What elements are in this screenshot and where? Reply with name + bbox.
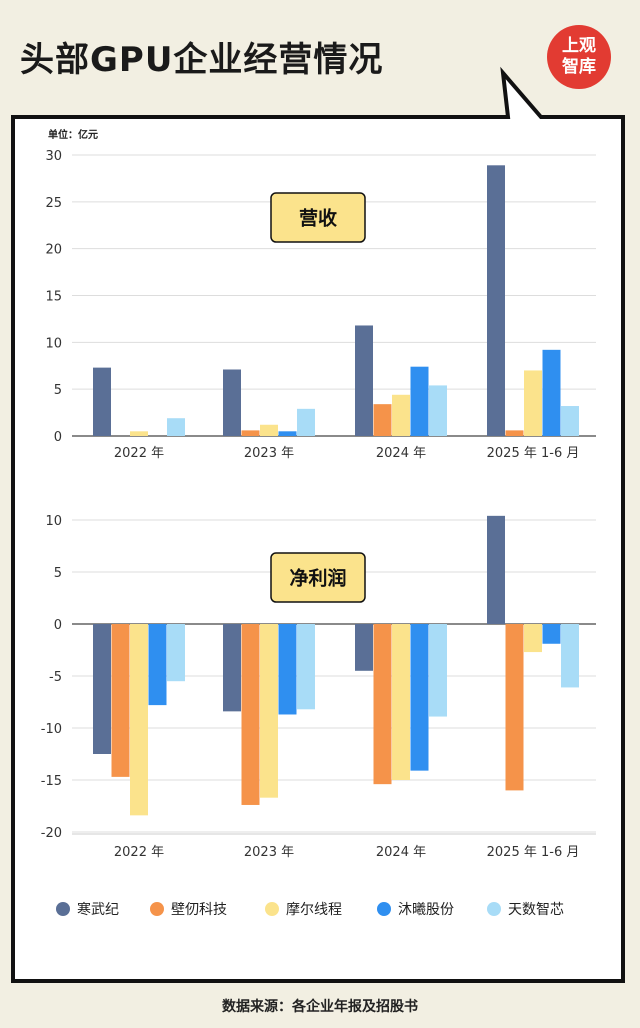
bar xyxy=(524,624,542,653)
legend-swatch xyxy=(150,902,164,916)
y-tick-label: 25 xyxy=(45,196,62,211)
bar xyxy=(373,624,392,785)
bar xyxy=(355,325,373,436)
bar xyxy=(505,430,524,436)
y-tick-label: 5 xyxy=(54,383,62,398)
x-category-label: 2024 年 xyxy=(376,446,426,461)
bar xyxy=(542,624,561,644)
bar xyxy=(410,624,429,771)
bar xyxy=(223,624,241,712)
bar xyxy=(392,394,410,436)
legend-swatch xyxy=(56,902,70,916)
bar xyxy=(278,431,297,436)
bar xyxy=(392,624,410,780)
y-tick-label: -20 xyxy=(41,826,62,841)
logo-line-1: 上观 xyxy=(562,36,596,56)
legend: 寒武纪 壁仞科技 摩尔线程 沐曦股份 天数智芯 xyxy=(56,901,564,918)
x-category-label: 2024 年 xyxy=(376,845,426,860)
bar xyxy=(130,624,148,816)
x-category-label: 2022 年 xyxy=(114,446,164,461)
x-category-label: 2023 年 xyxy=(244,446,294,461)
chart-title: 营收 xyxy=(299,207,337,230)
page-title: 头部GPU企业经营情况 xyxy=(20,40,384,80)
bar xyxy=(278,624,297,715)
y-tick-label: 30 xyxy=(45,149,62,164)
y-tick-label: 10 xyxy=(45,336,62,351)
net-profit-chart: 10 5 0 -5 -10 -15 -20 2022 年 2023 年 2024 年 2025 年 … xyxy=(41,514,596,860)
x-category-label: 2025 年 1-6 月 xyxy=(487,845,580,860)
legend-label: 沐曦股份 xyxy=(398,902,454,918)
bar xyxy=(93,624,111,754)
legend-swatch xyxy=(377,902,391,916)
bar xyxy=(487,165,505,436)
bar xyxy=(241,430,260,436)
bar xyxy=(223,369,241,436)
chart-title-box xyxy=(270,552,366,603)
bar xyxy=(241,624,260,805)
chart-title-box xyxy=(270,192,366,243)
bar xyxy=(429,385,447,436)
y-tick-label: -5 xyxy=(49,670,62,685)
bar xyxy=(373,404,392,436)
bar xyxy=(297,408,315,436)
y-tick-label: 0 xyxy=(54,618,62,633)
bar xyxy=(487,515,505,624)
data-source-note: 数据来源：各企业年报及招股书 xyxy=(222,999,418,1015)
bar xyxy=(429,624,447,717)
bar xyxy=(167,624,185,682)
bar xyxy=(524,370,542,436)
bar xyxy=(260,624,278,798)
y-tick-label: 10 xyxy=(45,514,62,529)
legend-label: 摩尔线程 xyxy=(286,901,342,918)
y-tick-label: 20 xyxy=(45,243,62,258)
bar xyxy=(355,624,373,671)
bar xyxy=(93,367,111,436)
x-category-label: 2023 年 xyxy=(244,845,294,860)
bar xyxy=(561,624,579,688)
bar xyxy=(505,624,524,791)
bar xyxy=(167,418,185,436)
legend-label: 壁仞科技 xyxy=(171,902,227,918)
bar xyxy=(111,624,130,777)
y-tick-label: 5 xyxy=(54,566,62,581)
revenue-chart: 0 5 10 15 20 25 30 2022 年 2023 年 2024 年 2025 年 1-6… xyxy=(45,149,596,461)
y-tick-label: -15 xyxy=(41,774,62,789)
bar xyxy=(297,624,315,710)
legend-swatch xyxy=(487,902,501,916)
legend-label: 寒武纪 xyxy=(77,901,119,918)
logo-line-2: 智库 xyxy=(562,57,596,77)
x-category-label: 2022 年 xyxy=(114,845,164,860)
legend-swatch xyxy=(265,902,279,916)
chart-title: 净利润 xyxy=(289,567,346,590)
y-tick-label: 0 xyxy=(54,430,62,445)
legend-label: 天数智芯 xyxy=(508,902,564,918)
bar xyxy=(260,424,278,436)
brand-logo: 上观 智库 xyxy=(547,25,611,89)
bar xyxy=(410,366,429,436)
unit-label: 单位：亿元 xyxy=(48,128,98,141)
bar xyxy=(148,624,167,706)
y-tick-label: -10 xyxy=(41,722,62,737)
bar xyxy=(130,431,148,436)
x-category-label: 2025 年 1-6 月 xyxy=(487,446,580,461)
y-tick-label: 15 xyxy=(45,290,62,305)
bar xyxy=(561,406,579,436)
bar xyxy=(542,349,561,436)
